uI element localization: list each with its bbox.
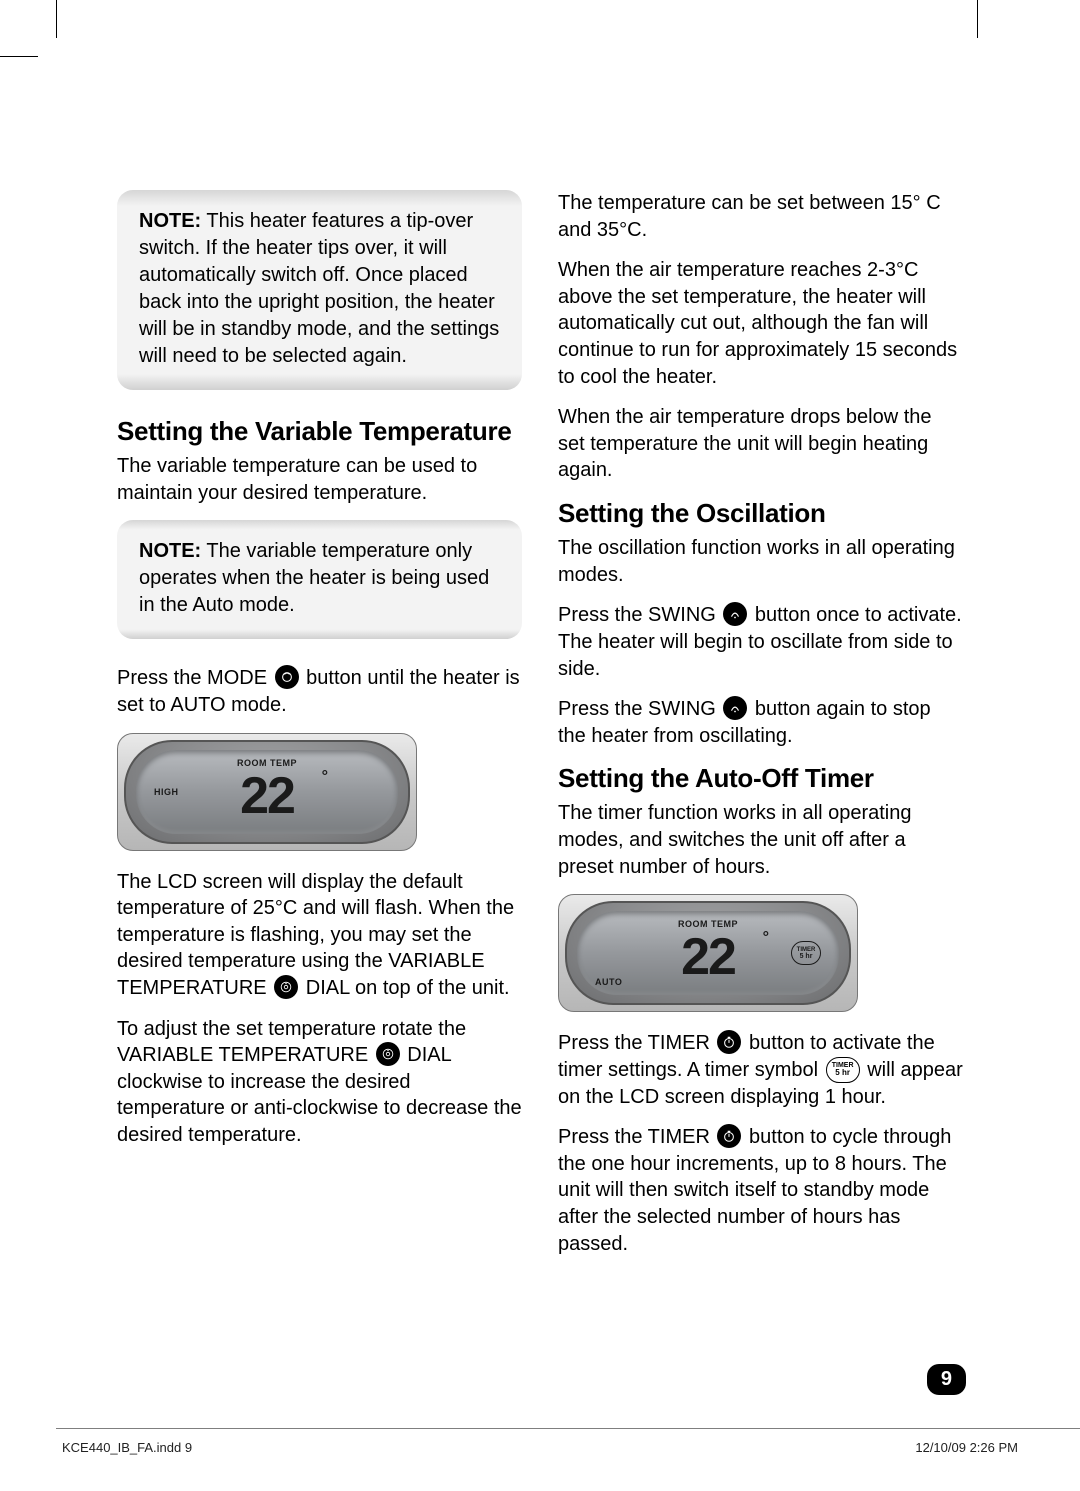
heading-auto-off-timer: Setting the Auto-Off Timer (558, 763, 963, 794)
timer-icon (717, 1124, 741, 1148)
heading-oscillation: Setting the Oscillation (558, 498, 963, 529)
lcd-timer-indicator: TIMER 5 hr (791, 941, 821, 965)
paragraph: The variable temperature can be used to … (117, 453, 522, 506)
lcd-display-auto-timer: AUTO ROOM TEMP 22 ° TIMER 5 hr (558, 894, 858, 1012)
heading-variable-temperature: Setting the Variable Temperature (117, 416, 522, 447)
lcd-degree: ° (322, 768, 328, 786)
paragraph: To adjust the set temperature rotate the… (117, 1016, 522, 1149)
right-column: The temperature can be set between 15° C… (558, 190, 963, 1271)
note-label: NOTE: (139, 210, 201, 232)
swing-icon (723, 602, 747, 626)
manual-page: NOTE: This heater features a tip-over sw… (0, 0, 1080, 1491)
lcd-mode-label: AUTO (595, 977, 622, 987)
text-fragment: Press the MODE (117, 667, 273, 689)
swing-icon (723, 696, 747, 720)
paragraph: Press the SWING button again to stop the… (558, 696, 963, 749)
text-fragment: Press the SWING (558, 698, 721, 720)
dial-icon (376, 1042, 400, 1066)
footer-filename: KCE440_IB_FA.indd 9 (62, 1440, 192, 1455)
paragraph: Press the TIMER button to activate the t… (558, 1030, 963, 1110)
timer-symbol-icon: TIMER5 hr (826, 1057, 860, 1083)
text-fragment: Press the SWING (558, 604, 721, 626)
note-auto-mode: NOTE: The variable temperature only oper… (117, 520, 522, 639)
crop-marks (0, 0, 1080, 70)
note-tip-over: NOTE: This heater features a tip-over sw… (117, 190, 522, 390)
paragraph: The oscillation function works in all op… (558, 535, 963, 588)
footer-timestamp: 12/10/09 2:26 PM (915, 1440, 1018, 1455)
lcd-display-high: HIGH ROOM TEMP 22 ° (117, 733, 417, 851)
text-fragment: Press the TIMER (558, 1126, 715, 1148)
note-text: This heater features a tip-over switch. … (139, 210, 499, 367)
page-number-badge: 9 (927, 1364, 966, 1395)
two-column-content: NOTE: This heater features a tip-over sw… (117, 190, 967, 1271)
footer-rule (56, 1428, 1080, 1429)
text-fragment: DIAL on top of the unit. (300, 977, 509, 999)
paragraph: The timer function works in all operatin… (558, 800, 963, 880)
paragraph: Press the SWING button once to activate.… (558, 602, 963, 682)
text-fragment: Press the TIMER (558, 1032, 715, 1054)
lcd-degree: ° (763, 929, 769, 947)
mode-icon (275, 665, 299, 689)
paragraph: The LCD screen will display the default … (117, 869, 522, 1002)
left-column: NOTE: This heater features a tip-over sw… (117, 190, 522, 1271)
lcd-temperature: 22 (240, 770, 294, 822)
lcd-mode-label: HIGH (154, 787, 179, 797)
note-label: NOTE: (139, 540, 201, 562)
paragraph: When the air temperature reaches 2-3°C a… (558, 257, 963, 390)
paragraph: Press the MODE button until the heater i… (117, 665, 522, 718)
dial-icon (274, 975, 298, 999)
paragraph: The temperature can be set between 15° C… (558, 190, 963, 243)
lcd-timer-value: 5 hr (800, 953, 813, 960)
timer-icon (717, 1030, 741, 1054)
paragraph: When the air temperature drops below the… (558, 404, 963, 484)
paragraph: Press the TIMER button to cycle through … (558, 1124, 963, 1257)
lcd-temperature: 22 (681, 931, 735, 983)
